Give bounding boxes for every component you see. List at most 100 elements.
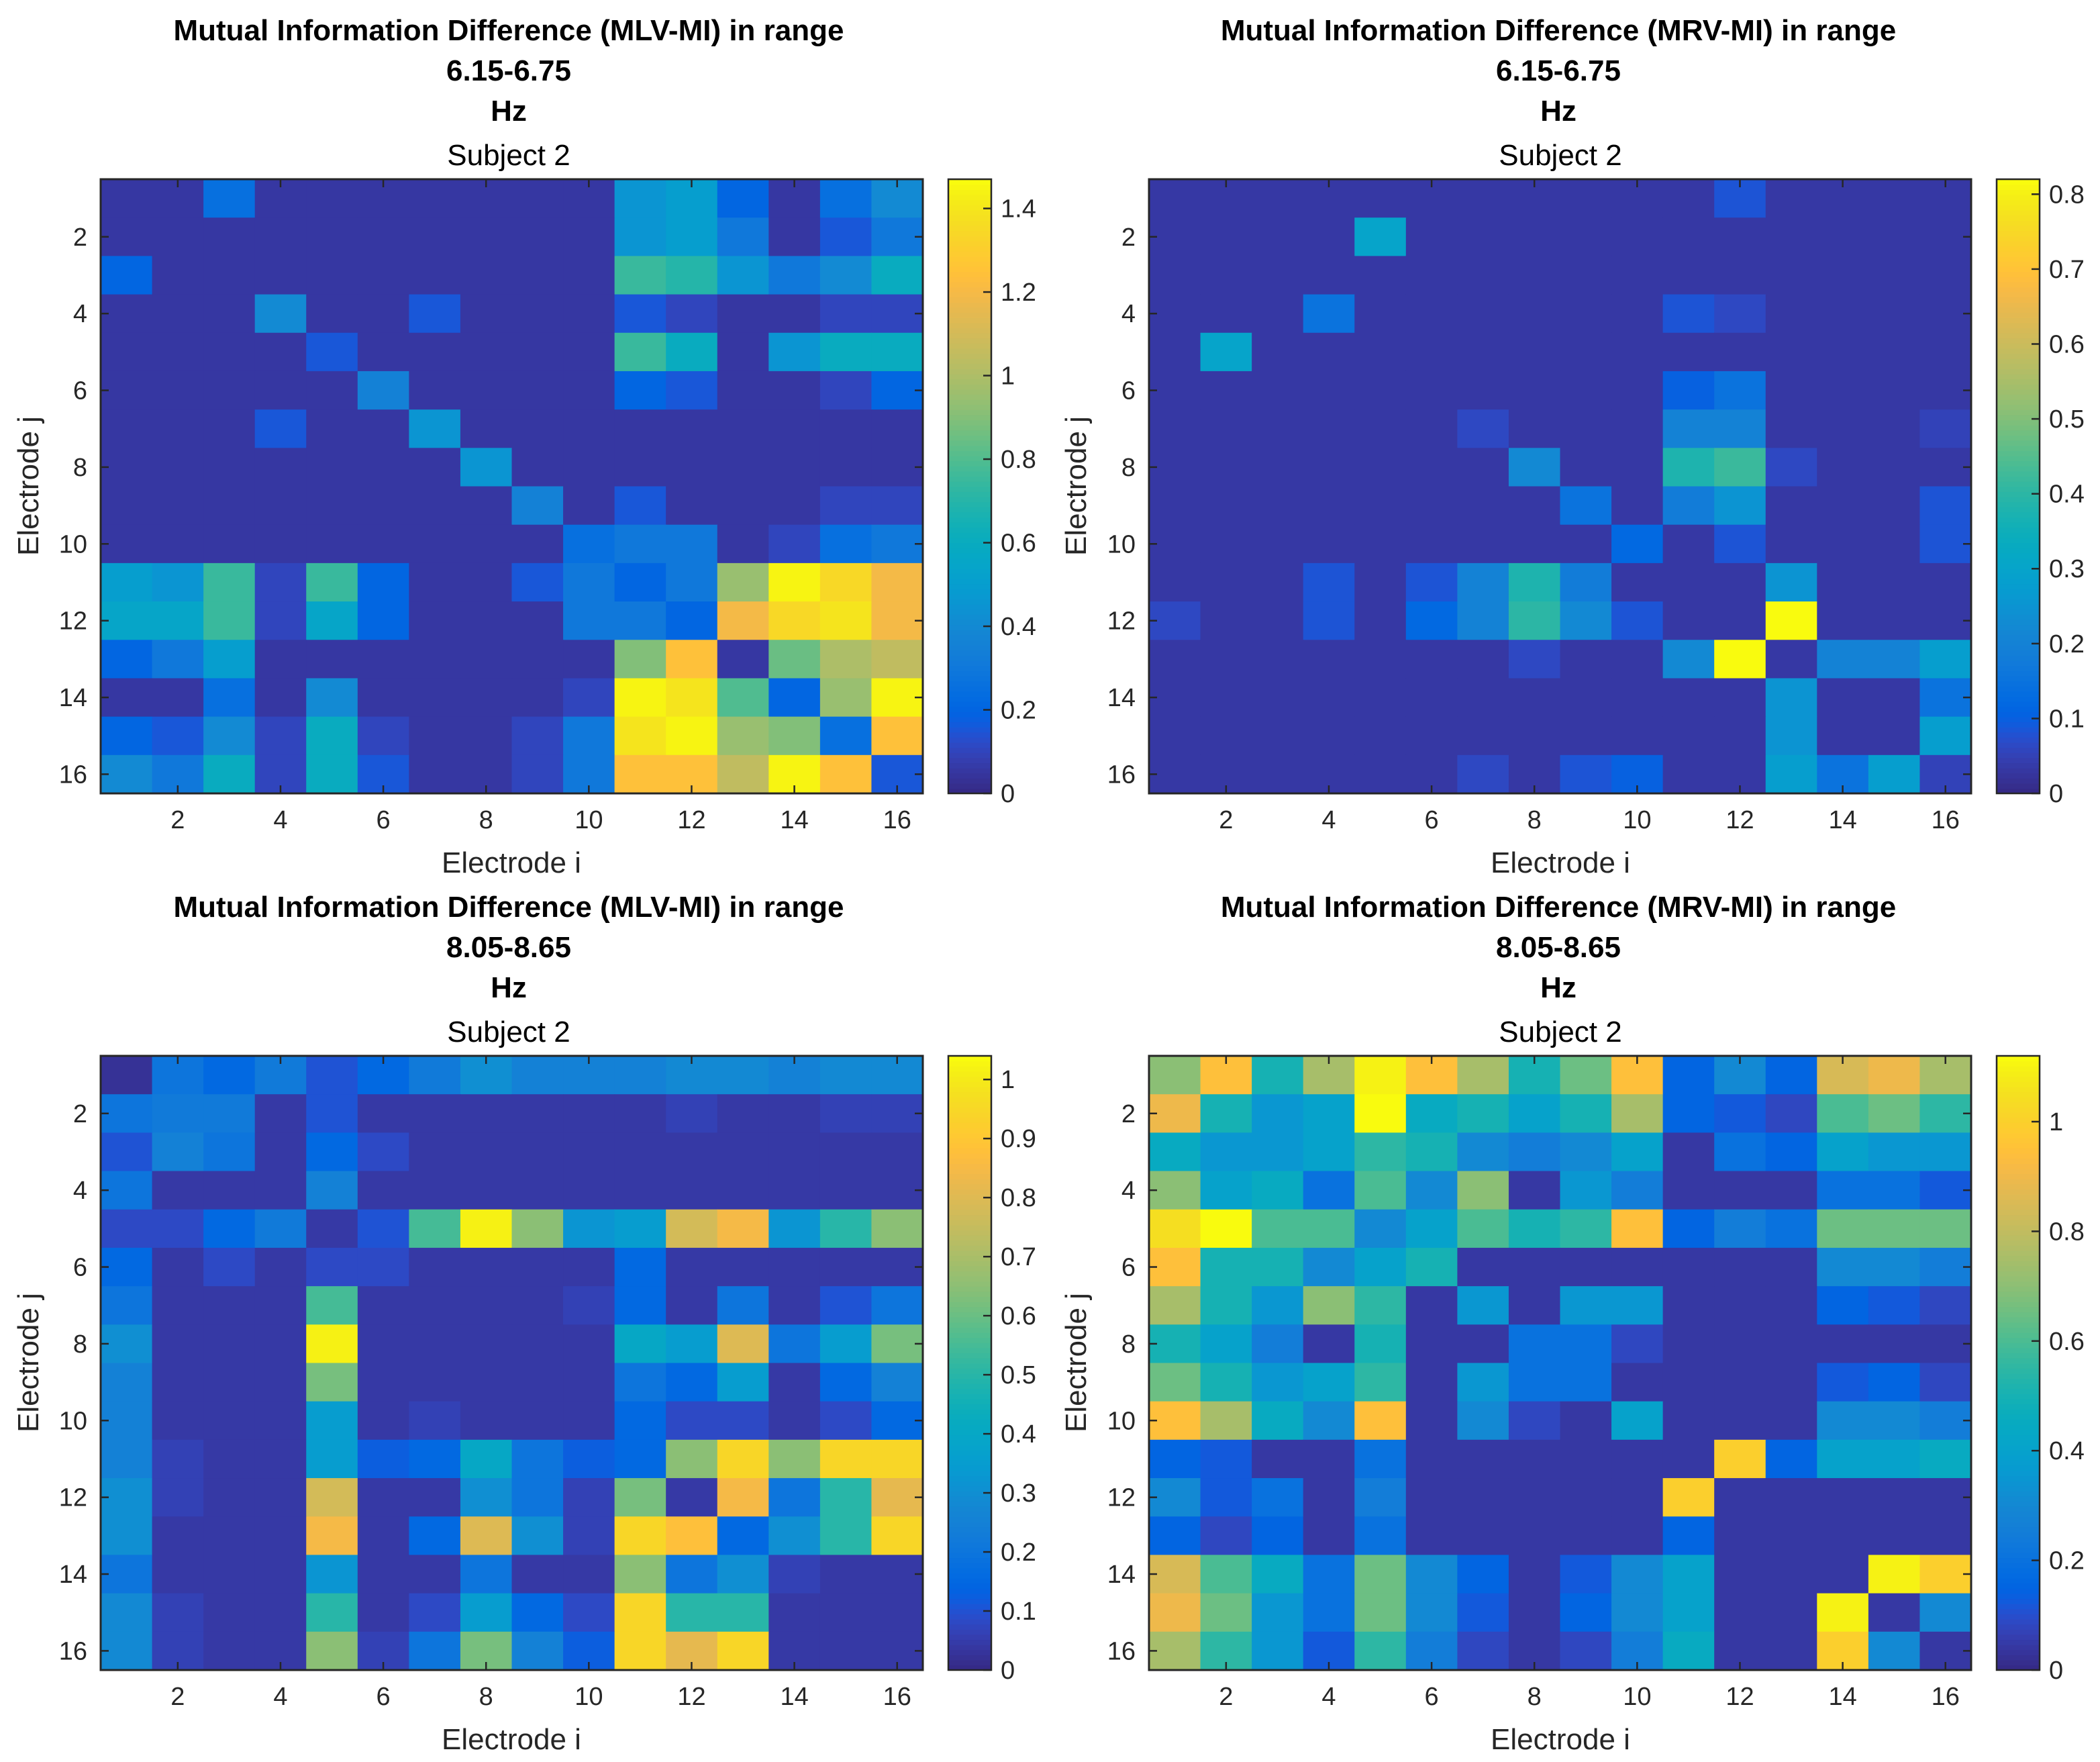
heatmap-cell bbox=[1611, 217, 1664, 256]
heatmap-cell bbox=[819, 256, 872, 295]
heatmap-cell bbox=[203, 1439, 256, 1479]
colorbar-segment bbox=[1997, 619, 2040, 626]
colorbar-segment bbox=[948, 1404, 991, 1410]
colorbar-segment bbox=[948, 184, 991, 191]
colorbar-segment bbox=[948, 726, 991, 733]
colorbar-segment bbox=[1997, 788, 2040, 794]
colorbar-tick-label: 0 bbox=[1001, 780, 1015, 808]
heatmap-cell bbox=[1405, 1286, 1458, 1325]
heatmap-cell bbox=[409, 1132, 461, 1172]
heatmap-cell bbox=[614, 256, 666, 295]
heatmap-cell bbox=[306, 1324, 358, 1364]
heatmap-cell bbox=[203, 716, 256, 756]
colorbar-segment bbox=[1997, 1230, 2040, 1236]
heatmap-cell bbox=[1919, 524, 1972, 564]
colorbar-segment bbox=[1997, 1393, 2040, 1400]
heatmap-cell bbox=[1765, 754, 1817, 794]
heatmap-cell bbox=[1457, 524, 1509, 564]
colorbar-segment bbox=[948, 1230, 991, 1236]
heatmap-cell bbox=[1714, 294, 1766, 334]
heatmap-cell bbox=[1817, 601, 1869, 640]
colorbar-segment bbox=[948, 215, 991, 221]
heatmap-cell bbox=[203, 332, 256, 372]
colorbar-segment bbox=[1997, 1183, 2040, 1190]
colorbar-segment bbox=[1997, 435, 2040, 441]
colorbar-segment bbox=[1997, 1316, 2040, 1323]
heatmap-cell bbox=[1252, 409, 1304, 448]
heatmap-cell bbox=[1354, 486, 1407, 526]
colorbar-segment bbox=[948, 1388, 991, 1395]
colorbar-segment bbox=[948, 1138, 991, 1144]
heatmap-cell bbox=[1868, 754, 1921, 794]
colorbar-segment bbox=[1997, 706, 2040, 712]
colorbar-segment bbox=[948, 1107, 991, 1113]
heatmap-cell bbox=[1560, 1401, 1612, 1440]
colorbar-segment bbox=[1997, 1388, 2040, 1395]
colorbar-segment bbox=[948, 1357, 991, 1364]
heatmap-cell bbox=[1200, 716, 1252, 756]
heatmap-cell bbox=[563, 1593, 615, 1632]
colorbar-segment bbox=[1997, 209, 2040, 216]
heatmap-cell bbox=[1919, 716, 1972, 756]
heatmap-cell bbox=[1200, 1439, 1252, 1479]
panel-title-line-3: Hz bbox=[491, 95, 527, 128]
colorbar-segment bbox=[1997, 609, 2040, 615]
heatmap-cell bbox=[1714, 601, 1766, 640]
heatmap-cell bbox=[1405, 1478, 1458, 1517]
heatmap-cell bbox=[1868, 1478, 1921, 1517]
heatmap-cell bbox=[254, 1209, 307, 1249]
heatmap-cell bbox=[1868, 1286, 1921, 1325]
heatmap-cell bbox=[614, 371, 666, 410]
heatmap-cell bbox=[871, 1439, 923, 1479]
colorbar-segment bbox=[948, 732, 991, 738]
colorbar-segment bbox=[948, 440, 991, 446]
heatmap-cell bbox=[1303, 217, 1355, 256]
heatmap-cell bbox=[819, 1171, 872, 1210]
colorbar-segment bbox=[948, 517, 991, 523]
heatmap-cell bbox=[1200, 1209, 1252, 1249]
heatmap-cell bbox=[1457, 1478, 1509, 1517]
heatmap-cell bbox=[152, 1094, 204, 1133]
colorbar-segment bbox=[1997, 1475, 2040, 1481]
heatmap-cell bbox=[717, 1631, 769, 1671]
heatmap-cell bbox=[254, 256, 307, 295]
heatmap-cell bbox=[1919, 217, 1972, 256]
heatmap-cell bbox=[1765, 1209, 1817, 1249]
heatmap-cell bbox=[871, 1401, 923, 1440]
heatmap-cell bbox=[1252, 448, 1304, 487]
x-axis-label: Electrode i bbox=[1491, 1723, 1630, 1756]
heatmap-cell bbox=[1868, 486, 1921, 526]
colorbar-segment bbox=[1997, 1378, 2040, 1384]
heatmap-cell bbox=[1200, 371, 1252, 410]
heatmap-cell bbox=[1303, 1132, 1355, 1172]
heatmap-cell bbox=[1303, 1286, 1355, 1325]
x-tick-label: 2 bbox=[1219, 1683, 1233, 1711]
heatmap-cell bbox=[1868, 1555, 1921, 1594]
heatmap-cell bbox=[101, 1593, 153, 1632]
colorbar-segment bbox=[1997, 640, 2040, 646]
panel-title-line-2: 8.05-8.65 bbox=[1496, 931, 1621, 964]
heatmap-cell bbox=[460, 217, 513, 256]
heatmap-cell bbox=[1817, 1209, 1869, 1249]
heatmap-cell bbox=[357, 1209, 409, 1249]
heatmap-cell bbox=[666, 1478, 718, 1517]
colorbar-segment bbox=[948, 1153, 991, 1159]
heatmap-cell bbox=[871, 1478, 923, 1517]
y-tick-label: 4 bbox=[1121, 300, 1136, 328]
heatmap-cell bbox=[666, 640, 718, 679]
heatmap-cell bbox=[1149, 1094, 1201, 1133]
heatmap-cell bbox=[717, 486, 769, 526]
x-tick-label: 14 bbox=[1828, 1683, 1856, 1711]
heatmap-cell bbox=[871, 678, 923, 718]
heatmap-cell bbox=[1252, 1516, 1304, 1556]
heatmap-cell bbox=[1662, 1209, 1715, 1249]
colorbar-segment bbox=[1997, 783, 2040, 789]
colorbar-segment bbox=[1997, 1542, 2040, 1548]
heatmap-cell bbox=[254, 1593, 307, 1632]
colorbar-segment bbox=[948, 1076, 991, 1082]
heatmap-cell bbox=[871, 1094, 923, 1133]
colorbar-segment bbox=[1997, 1097, 2040, 1103]
heatmap-cell bbox=[1457, 1286, 1509, 1325]
heatmap-cell bbox=[357, 1247, 409, 1287]
